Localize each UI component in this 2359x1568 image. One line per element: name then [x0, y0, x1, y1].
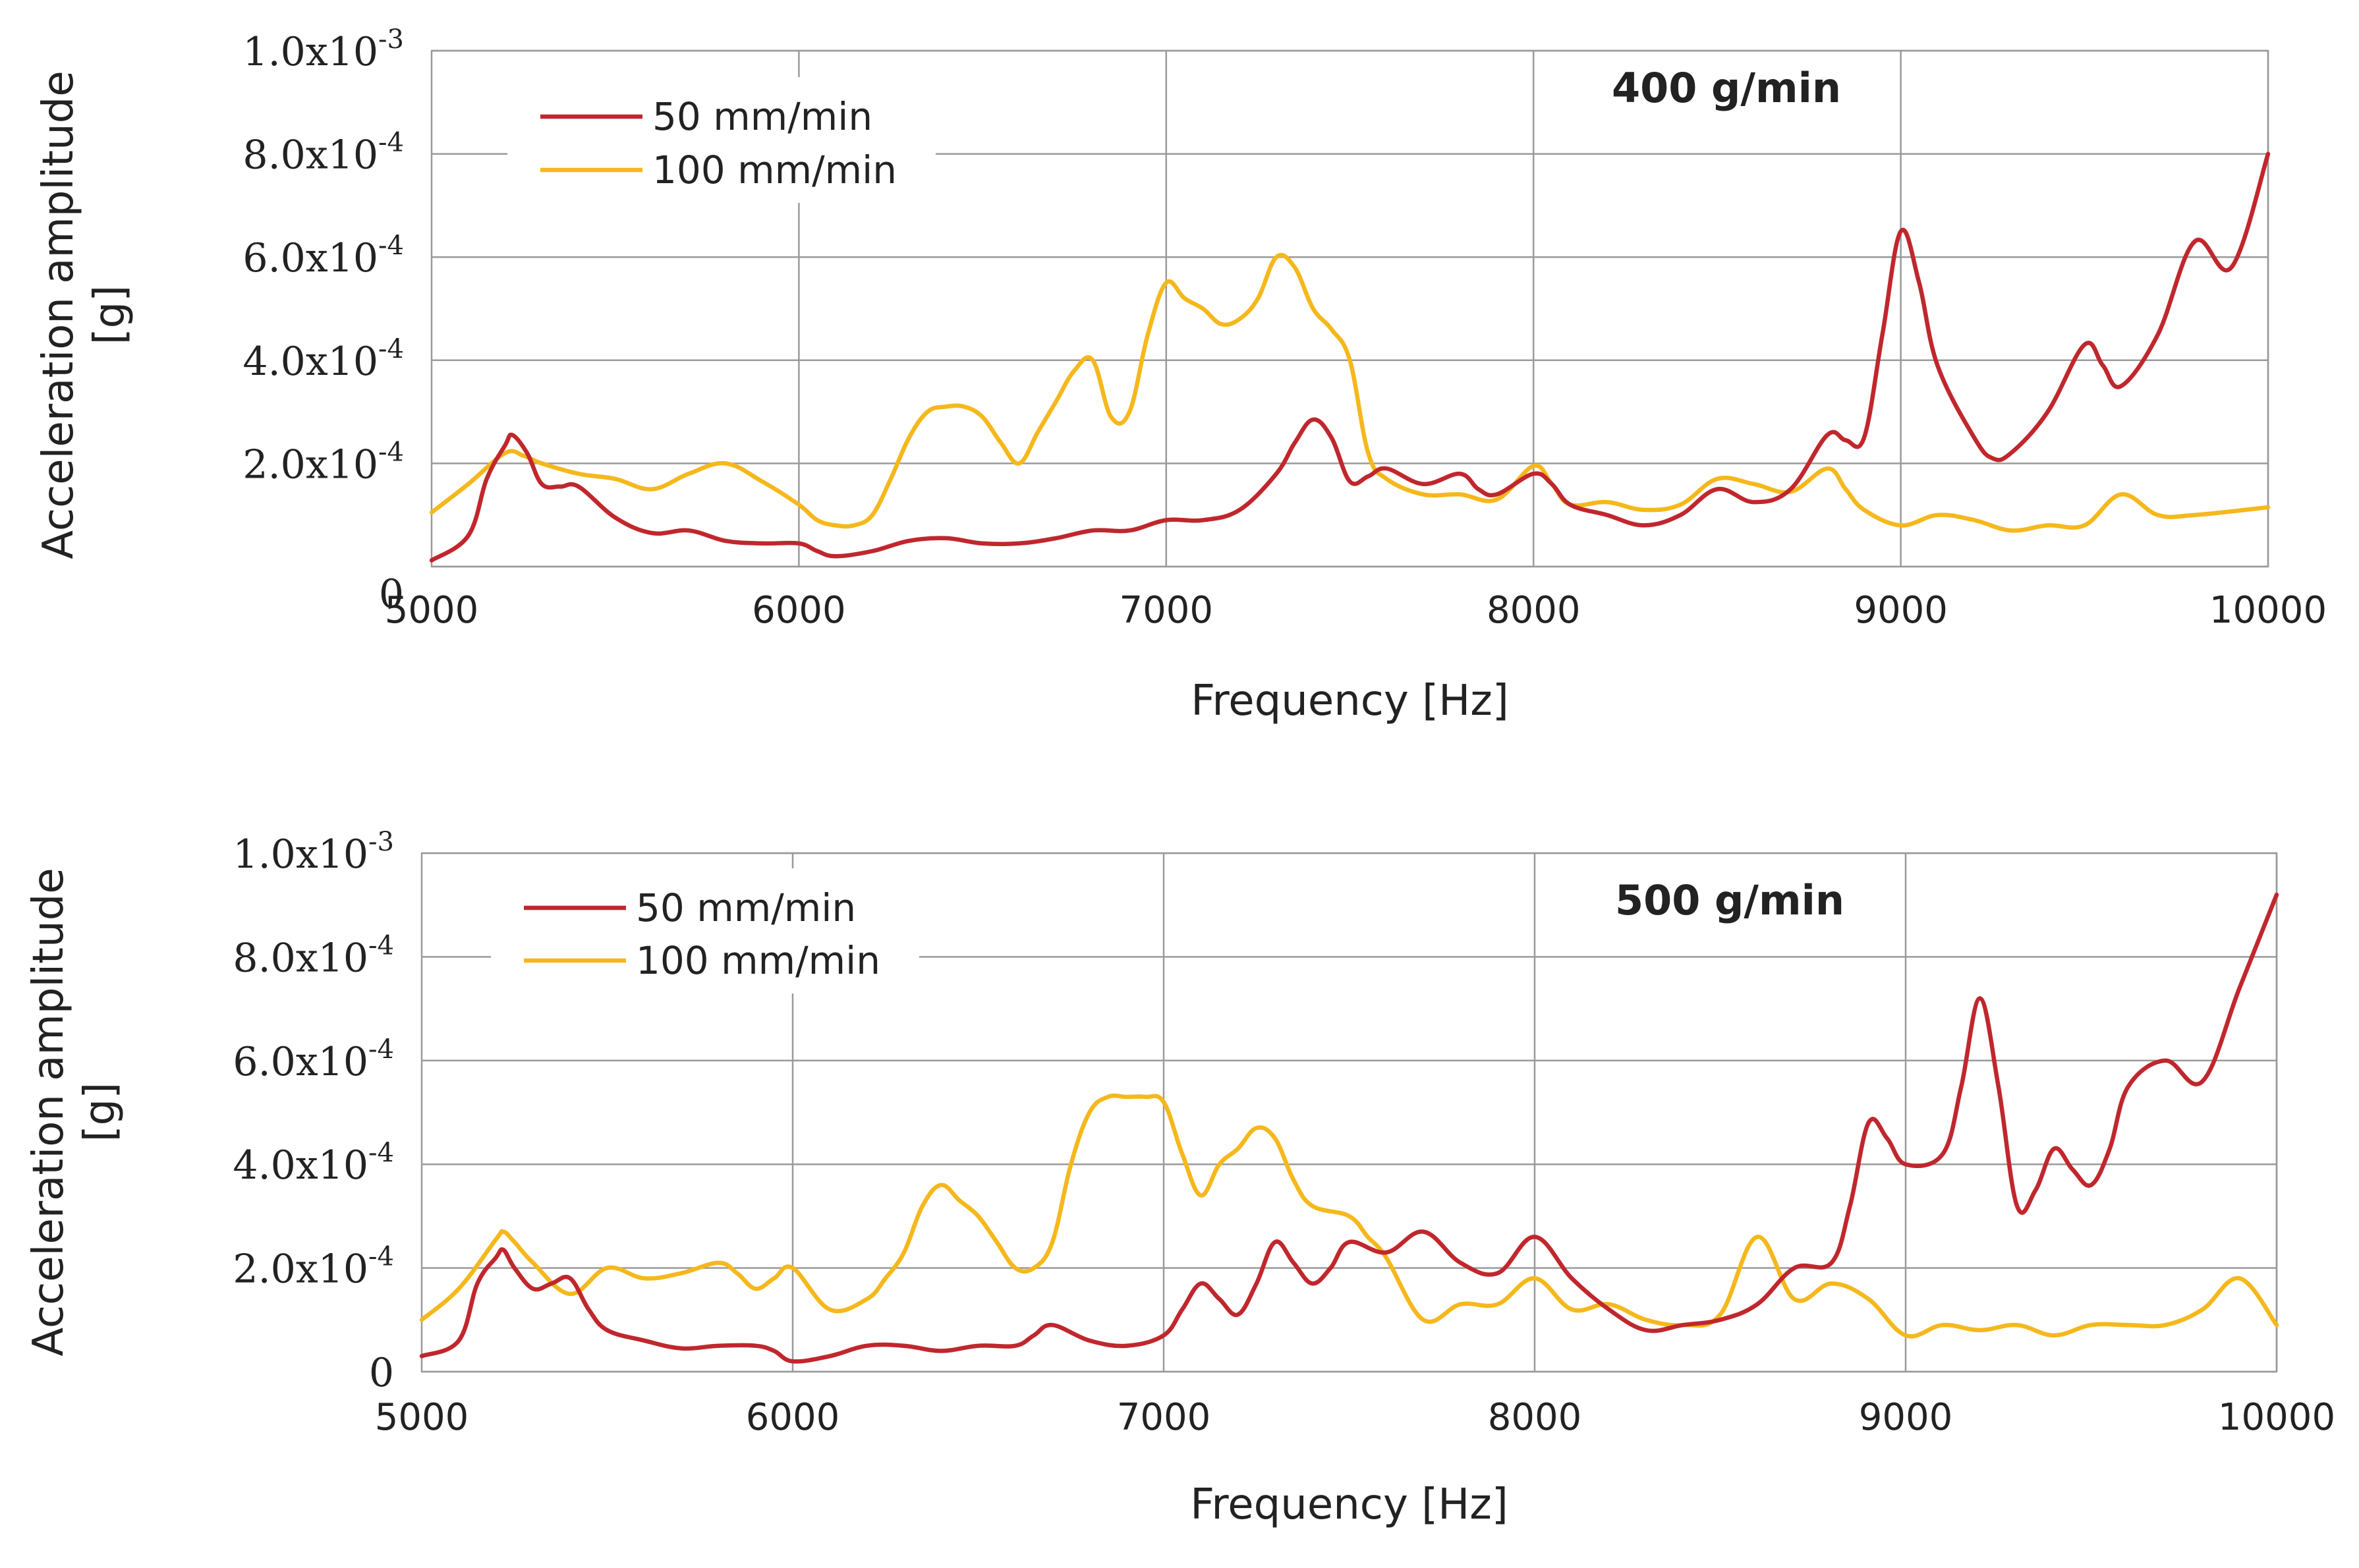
- x-tick-label: 6000: [746, 1396, 840, 1439]
- y-tick-label: 6.0x10-4: [242, 231, 404, 281]
- y-tick-exponent: -4: [368, 1034, 394, 1065]
- plot-frame: [430, 49, 2269, 568]
- y-tick-labels: 02.0x10-44.0x10-46.0x10-48.0x10-41.0x10-…: [242, 24, 404, 617]
- legend-label: 100 mm/min: [636, 938, 880, 983]
- y-tick-mantissa: 1.0x10: [242, 29, 378, 75]
- x-tick-label: 10000: [2218, 1396, 2335, 1439]
- legend: 50 mm/min 100 mm/min: [507, 77, 936, 203]
- y-tick-mantissa: 2.0x10: [233, 1246, 368, 1293]
- y-axis-label-line: Acceleration amplitude: [34, 70, 83, 559]
- y-tick-mantissa: 4.0x10: [233, 1142, 368, 1189]
- y-tick-label: 4.0x10-4: [242, 334, 404, 385]
- y-tick-label: 2.0x10-4: [242, 437, 404, 488]
- chart-1: 5000 6000 7000 8000 9000 1000002.0x10-44.0x10…: [34, 24, 2327, 725]
- y-tick-label: 1.0x10-3: [242, 24, 404, 75]
- y-tick-mantissa: 4.0x10: [242, 339, 378, 385]
- y-tick-label: 0: [369, 1350, 394, 1396]
- y-axis-label-line: [g]: [76, 1082, 125, 1142]
- legend-label: 100 mm/min: [652, 148, 897, 192]
- chart-annotation: 400 g/min: [1612, 64, 1841, 112]
- series-lines: [429, 152, 2271, 563]
- plot-frame: [420, 852, 2278, 1373]
- x-tick-label: 9000: [1854, 589, 1948, 632]
- x-tick-label: 6000: [752, 589, 846, 632]
- y-tick-exponent: -4: [378, 231, 404, 261]
- y-tick-label: 8.0x10-4: [233, 930, 394, 981]
- y-axis-label: Acceleration amplitude [g]: [24, 868, 125, 1356]
- x-tick-label: 7000: [1120, 589, 1214, 632]
- y-tick-label: 6.0x10-4: [233, 1034, 394, 1085]
- y-tick-mantissa: 6.0x10: [242, 235, 378, 281]
- y-tick-label: 4.0x10-4: [233, 1138, 394, 1189]
- x-tick-labels: 5000 6000 7000 8000 9000 10000: [385, 589, 2327, 632]
- x-tick-labels: 5000 6000 7000 8000 9000 10000: [375, 1396, 2335, 1439]
- y-tick-label: 8.0x10-4: [242, 128, 404, 179]
- y-tick-mantissa: 0: [379, 571, 404, 617]
- y-tick-exponent: -3: [368, 827, 394, 857]
- legend-label: 50 mm/min: [636, 885, 856, 930]
- chart-annotation: 500 g/min: [1615, 876, 1844, 924]
- legend-background: [491, 868, 919, 994]
- x-tick-label: 9000: [1859, 1396, 1953, 1439]
- y-tick-mantissa: 6.0x10: [233, 1039, 368, 1085]
- series-line-100-mm-min: [419, 1093, 2279, 1339]
- x-tick-label: 10000: [2209, 589, 2327, 632]
- series-line-50-mm-min: [429, 152, 2271, 563]
- y-tick-labels: 02.0x10-44.0x10-46.0x10-48.0x10-41.0x10-…: [233, 827, 394, 1396]
- series-line-50-mm-min: [419, 892, 2279, 1364]
- x-tick-label: 7000: [1117, 1396, 1211, 1439]
- y-tick-mantissa: 8.0x10: [233, 935, 368, 981]
- y-tick-exponent: -4: [368, 1138, 394, 1168]
- y-axis-label-line: [g]: [86, 285, 134, 345]
- y-tick-label: 0: [379, 571, 404, 617]
- chart-2: 5000 6000 7000 8000 9000 1000002.0x10-44.0x10…: [24, 827, 2335, 1529]
- series-line-100-mm-min: [429, 252, 2271, 533]
- x-tick-label: 5000: [375, 1396, 469, 1439]
- y-tick-exponent: -4: [368, 1242, 394, 1272]
- y-tick-exponent: -4: [378, 128, 404, 158]
- y-tick-label: 2.0x10-4: [233, 1242, 394, 1293]
- y-tick-mantissa: 0: [369, 1350, 394, 1396]
- y-tick-exponent: -3: [378, 24, 404, 55]
- x-axis-label: Frequency [Hz]: [1191, 677, 1509, 725]
- y-tick-exponent: -4: [368, 930, 394, 961]
- x-tick-label: 5000: [385, 589, 479, 632]
- y-tick-exponent: -4: [378, 334, 404, 364]
- y-tick-mantissa: 1.0x10: [233, 831, 368, 878]
- legend: 50 mm/min 100 mm/min: [491, 868, 919, 994]
- y-axis-label: Acceleration amplitude [g]: [34, 70, 134, 559]
- y-tick-mantissa: 2.0x10: [242, 441, 378, 488]
- series-lines: [419, 892, 2279, 1364]
- x-tick-label: 8000: [1487, 589, 1581, 632]
- legend-background: [507, 77, 936, 203]
- legend-label: 50 mm/min: [652, 94, 872, 139]
- y-tick-label: 1.0x10-3: [233, 827, 394, 878]
- y-axis-label-line: Acceleration amplitude: [24, 868, 73, 1356]
- x-tick-label: 8000: [1488, 1396, 1582, 1439]
- x-axis-label: Frequency [Hz]: [1190, 1480, 1508, 1529]
- y-tick-mantissa: 8.0x10: [242, 132, 378, 179]
- y-tick-exponent: -4: [378, 437, 404, 467]
